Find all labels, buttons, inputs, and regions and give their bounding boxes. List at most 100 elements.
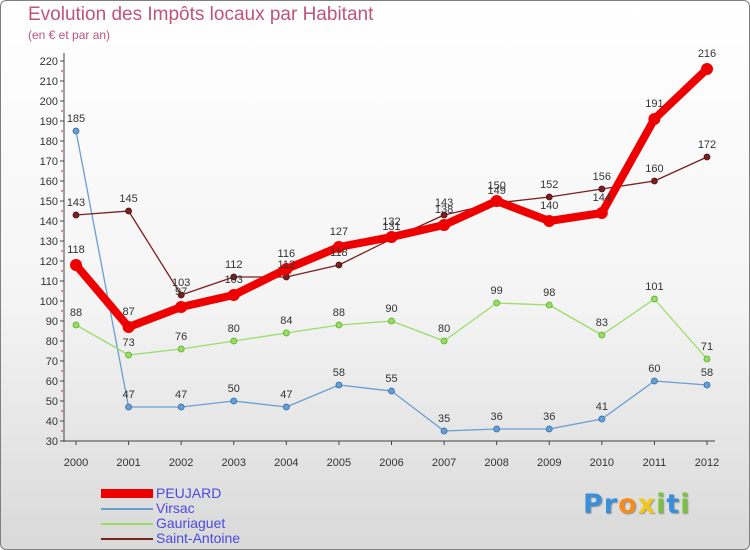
data-point — [282, 403, 290, 411]
y-tick-label: 220 — [40, 56, 58, 68]
data-label: 99 — [491, 285, 503, 297]
data-point — [545, 193, 553, 201]
legend-swatch-virsac — [101, 508, 153, 510]
data-label: 112 — [225, 259, 243, 271]
y-tick-label: 70 — [46, 356, 58, 368]
data-point — [440, 427, 448, 435]
y-tick-label: 90 — [46, 316, 58, 328]
data-label: 55 — [385, 373, 397, 385]
legend-label-gauriaguet: Gauriaguet — [156, 515, 226, 531]
x-tick-label: 2002 — [169, 457, 193, 469]
y-tick-label: 60 — [46, 376, 58, 388]
data-point — [70, 259, 82, 271]
data-label: 132 — [382, 216, 400, 228]
data-point — [385, 231, 398, 243]
y-tick-label: 160 — [40, 176, 58, 188]
data-label: 160 — [645, 163, 663, 175]
data-label: 83 — [596, 317, 608, 329]
data-point — [122, 321, 135, 333]
data-point — [230, 273, 238, 281]
x-tick-label: 2001 — [116, 457, 140, 469]
legend-swatch-peujard — [101, 489, 153, 498]
data-label: 150 — [487, 180, 505, 192]
y-tick-label: 190 — [40, 116, 58, 128]
data-point — [598, 415, 606, 423]
data-label: 58 — [333, 367, 345, 379]
data-point — [175, 301, 188, 313]
data-label: 172 — [698, 139, 716, 151]
y-tick-label: 210 — [40, 76, 58, 88]
x-tick-label: 2007 — [432, 457, 456, 469]
data-point — [177, 291, 185, 299]
data-label: 103 — [225, 274, 243, 286]
data-label: 118 — [67, 244, 85, 256]
logo-letter: t — [666, 489, 681, 520]
legend-label-virsac: Virsac — [156, 500, 195, 516]
data-label: 41 — [596, 401, 608, 413]
data-label: 152 — [540, 179, 558, 191]
legend-swatch-saint-antoine — [101, 538, 153, 540]
data-label: 116 — [278, 248, 296, 260]
data-point — [543, 215, 556, 227]
data-label: 144 — [593, 192, 611, 204]
data-label: 58 — [701, 367, 713, 379]
data-label: 80 — [438, 323, 450, 335]
x-tick-label: 2004 — [274, 457, 298, 469]
y-tick-label: 200 — [40, 96, 58, 108]
data-point — [388, 387, 395, 395]
legend-label-peujard: PEUJARD — [156, 485, 222, 501]
data-label: 143 — [67, 197, 85, 209]
data-point — [545, 301, 553, 309]
y-tick-label: 140 — [40, 216, 58, 228]
chart-subtitle: (en € et par an) — [28, 28, 111, 42]
x-tick-label: 2005 — [327, 457, 351, 469]
data-point — [490, 195, 503, 207]
data-label: 76 — [175, 331, 187, 343]
data-label: 50 — [228, 383, 240, 395]
data-label: 73 — [122, 337, 134, 349]
data-label: 88 — [70, 307, 82, 319]
y-tick-label: 80 — [46, 336, 58, 348]
data-point — [280, 263, 293, 275]
logo-letter: P — [583, 489, 604, 520]
y-tick-label: 130 — [40, 236, 58, 248]
data-label: 191 — [645, 98, 663, 110]
x-tick-label: 2009 — [537, 457, 561, 469]
x-tick-label: 2011 — [643, 457, 667, 469]
data-label: 90 — [385, 303, 397, 315]
data-label: 127 — [330, 226, 348, 238]
logo-letter: r — [603, 489, 619, 520]
data-point — [72, 127, 80, 135]
data-label: 101 — [645, 281, 663, 293]
data-point — [595, 207, 608, 219]
data-point — [335, 261, 343, 269]
data-point — [648, 113, 661, 125]
data-label: 47 — [122, 389, 134, 401]
data-label: 216 — [698, 48, 716, 60]
data-point — [125, 207, 132, 215]
x-tick-label: 2012 — [695, 457, 719, 469]
data-point — [440, 337, 448, 345]
data-label: 118 — [330, 247, 348, 259]
y-tick-label: 120 — [40, 256, 58, 268]
data-label: 60 — [648, 363, 660, 375]
data-point — [335, 381, 343, 389]
data-point — [230, 397, 238, 405]
data-label: 84 — [280, 315, 292, 327]
data-point — [703, 153, 711, 161]
data-point — [72, 211, 80, 219]
data-point — [72, 321, 80, 329]
data-point — [438, 219, 451, 231]
data-label: 185 — [67, 113, 85, 125]
data-label: 71 — [701, 341, 713, 353]
data-label: 36 — [543, 411, 555, 423]
data-point — [177, 403, 185, 411]
data-point — [651, 295, 658, 303]
data-label: 138 — [435, 204, 453, 216]
data-point — [440, 211, 448, 219]
data-label: 112 — [278, 259, 296, 271]
data-label: 140 — [540, 200, 558, 212]
x-tick-label: 2006 — [379, 457, 403, 469]
